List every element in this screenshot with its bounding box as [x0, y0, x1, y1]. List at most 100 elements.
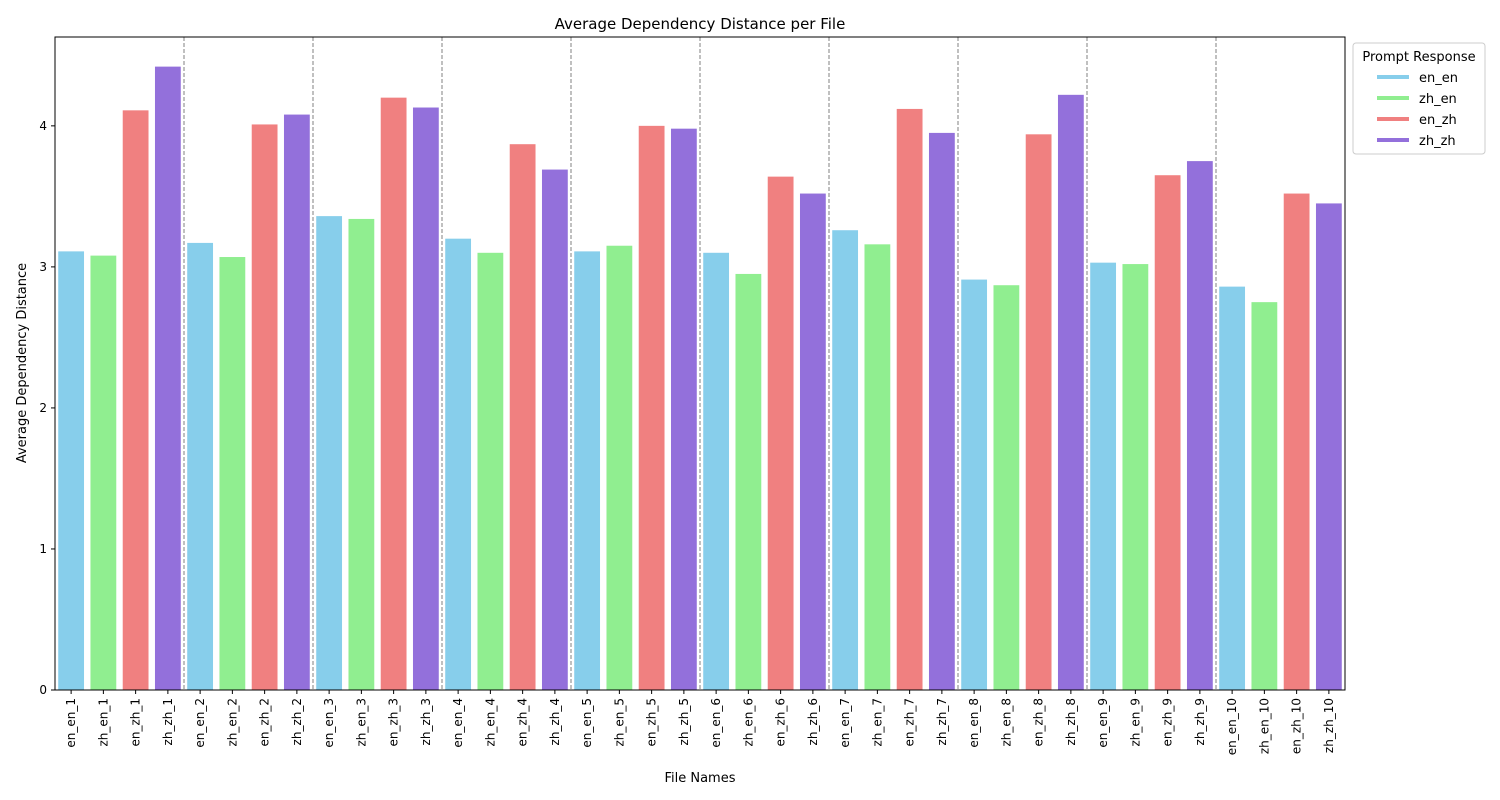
bar-zh_en_2	[219, 257, 246, 690]
x-tick-label: en_en_7	[838, 698, 852, 748]
y-tick-label: 3	[39, 260, 47, 274]
x-tick-label: zh_zh_7	[935, 698, 949, 745]
x-tick-label: en_zh_9	[1161, 698, 1175, 747]
bar-zh_zh_3	[412, 107, 439, 690]
bar-en_zh_9	[1154, 175, 1181, 691]
x-tick-label: en_en_9	[1096, 698, 1110, 748]
x-tick-label: en_zh_10	[1290, 698, 1304, 754]
bar-zh_en_3	[348, 218, 375, 690]
x-tick-label: zh_zh_1	[161, 698, 175, 745]
x-tick-label: en_zh_4	[516, 698, 530, 747]
bar-en_en_9	[1090, 262, 1117, 690]
bar-zh_en_4	[477, 252, 504, 691]
bar-en_en_6	[703, 252, 730, 691]
bar-zh_zh_2	[283, 114, 310, 690]
x-axis: en_en_1 zh_en_1 en_zh_1 zh_zh_1 en_en_2 zh_en…	[64, 690, 1336, 755]
bar-en_zh_10	[1283, 193, 1310, 691]
bar-en_zh_5	[638, 125, 665, 691]
bars-layer	[58, 66, 1342, 691]
x-tick-label: zh_en_4	[483, 698, 497, 747]
y-tick-label: 0	[39, 683, 47, 697]
bar-zh_en_9	[1122, 264, 1149, 690]
x-tick-label: en_en_4	[451, 698, 465, 748]
bar-zh_en_8	[993, 285, 1020, 690]
x-tick-label: en_zh_6	[774, 698, 788, 747]
bar-zh_en_5	[606, 245, 633, 691]
x-tick-label: en_zh_2	[258, 698, 272, 747]
bar-en_zh_4	[509, 144, 536, 690]
x-tick-label: en_en_8	[967, 698, 981, 748]
bar-en_en_10	[1219, 286, 1246, 690]
x-tick-label: en_en_1	[64, 698, 78, 748]
x-tick-label: en_en_3	[322, 698, 336, 748]
legend-entries: en_en zh_en en_zh zh_zh	[1377, 71, 1458, 149]
x-tick-label: zh_zh_9	[1193, 698, 1207, 745]
x-tick-label: en_zh_3	[387, 698, 401, 747]
legend: Prompt Response en_en zh_en en_zh zh_zh	[1352, 42, 1486, 155]
x-tick-label: zh_en_7	[870, 698, 884, 747]
bar-zh_zh_4	[541, 169, 568, 690]
plot-frame	[54, 36, 1346, 691]
y-axis-label: Average Dependency Distance	[15, 263, 30, 463]
bar-zh_en_1	[90, 255, 117, 691]
x-tick-label: zh_zh_8	[1064, 698, 1078, 745]
bar-zh_zh_5	[670, 128, 697, 691]
x-tick-label: en_en_2	[193, 698, 207, 748]
bar-en_en_1	[58, 251, 85, 690]
bar-zh_en_10	[1251, 302, 1278, 690]
x-tick-label: zh_en_10	[1257, 698, 1271, 754]
bar-en_zh_1	[122, 110, 149, 691]
x-tick-label: en_zh_1	[129, 698, 143, 747]
x-tick-label: en_zh_8	[1032, 698, 1046, 747]
bar-en_en_4	[445, 238, 472, 690]
group-separators	[183, 37, 1217, 690]
y-tick-label: 4	[39, 119, 47, 133]
bar-en_en_2	[187, 242, 214, 690]
x-tick-label: zh_zh_3	[419, 698, 433, 745]
bar-zh_zh_6	[799, 193, 826, 691]
y-tick-label: 1	[39, 542, 47, 556]
x-tick-label: zh_zh_4	[548, 698, 562, 745]
x-tick-label: zh_en_2	[225, 698, 239, 747]
bar-en_zh_8	[1025, 134, 1052, 690]
x-tick-label: zh_zh_5	[677, 698, 691, 745]
chart-title: Average Dependency Distance per File	[555, 15, 846, 33]
bar-en_en_5	[574, 251, 601, 690]
bar-en_en_7	[832, 230, 859, 690]
x-tick-label: en_en_10	[1225, 698, 1239, 755]
bar-en_zh_6	[767, 176, 794, 690]
x-tick-label: zh_en_3	[354, 698, 368, 747]
x-tick-label: zh_zh_6	[806, 698, 820, 745]
x-tick-label: zh_zh_2	[290, 698, 304, 745]
bar-zh_zh_9	[1186, 161, 1213, 691]
bar-zh_en_6	[735, 273, 762, 690]
bar-en_en_8	[961, 279, 988, 690]
bar-zh_zh_8	[1057, 94, 1084, 690]
x-tick-label: zh_en_6	[741, 698, 755, 747]
bar-en_en_3	[316, 216, 343, 690]
legend-label-zh_en: zh_en	[1419, 92, 1457, 107]
bar-zh_en_7	[864, 244, 891, 690]
x-tick-label: zh_en_9	[1128, 698, 1142, 747]
x-tick-label: zh_en_8	[999, 698, 1013, 747]
legend-label-en_zh: en_zh	[1419, 113, 1457, 128]
x-axis-label: File Names	[664, 771, 735, 786]
x-tick-label: en_en_6	[709, 698, 723, 748]
legend-title: Prompt Response	[1362, 50, 1475, 65]
bar-zh_zh_7	[928, 132, 955, 690]
x-tick-label: zh_en_1	[96, 698, 110, 747]
x-tick-label: en_zh_7	[903, 698, 917, 747]
y-axis: 0 1 2 3 4	[39, 119, 55, 697]
y-tick-label: 2	[39, 401, 47, 415]
bar-en_zh_7	[896, 108, 923, 691]
legend-label-en_en: en_en	[1419, 71, 1458, 86]
bar-en_zh_3	[380, 97, 407, 690]
bar-zh_zh_1	[154, 66, 181, 691]
bar-en_zh_2	[251, 124, 278, 690]
bar-zh_zh_10	[1315, 203, 1342, 691]
x-tick-label: zh_en_5	[612, 698, 626, 747]
legend-box	[1352, 42, 1486, 155]
legend-label-zh_zh: zh_zh	[1419, 134, 1456, 149]
x-tick-label: en_en_5	[580, 698, 594, 748]
